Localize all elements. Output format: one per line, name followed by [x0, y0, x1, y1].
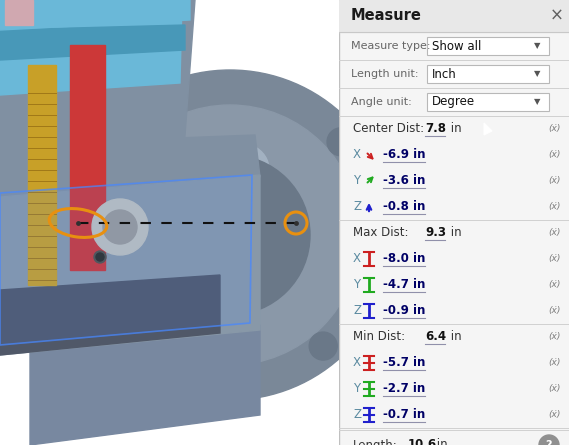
- Bar: [5, 0, 33, 25]
- Text: in: in: [447, 227, 461, 239]
- Text: ▼: ▼: [534, 97, 540, 106]
- Polygon shape: [30, 325, 260, 445]
- Text: Show all: Show all: [432, 40, 481, 53]
- Text: -0.8 in: -0.8 in: [383, 201, 426, 214]
- Text: 7.8: 7.8: [425, 122, 446, 135]
- Text: (ẋ): (ẋ): [548, 410, 560, 420]
- Bar: [339, 0, 569, 32]
- Text: Z: Z: [353, 409, 361, 421]
- Text: Y: Y: [353, 174, 360, 187]
- Text: -0.9 in: -0.9 in: [383, 304, 426, 317]
- Text: (ẋ): (ẋ): [548, 384, 560, 393]
- Text: (ẋ): (ẋ): [548, 359, 560, 368]
- Circle shape: [94, 251, 106, 263]
- Text: in: in: [447, 122, 461, 135]
- Text: (ẋ): (ẋ): [548, 202, 560, 211]
- Text: ▼: ▼: [534, 41, 540, 50]
- Text: X: X: [353, 252, 361, 266]
- Bar: [70, 45, 105, 270]
- Circle shape: [150, 155, 310, 315]
- Text: (ẋ): (ẋ): [548, 125, 560, 134]
- Text: (ẋ): (ẋ): [548, 307, 560, 316]
- Circle shape: [65, 70, 395, 400]
- Text: -4.7 in: -4.7 in: [383, 279, 426, 291]
- Text: 10.6: 10.6: [408, 438, 437, 445]
- Text: (ẋ): (ẋ): [548, 228, 560, 238]
- Text: Center Dist:: Center Dist:: [353, 122, 424, 135]
- Polygon shape: [125, 135, 260, 185]
- Circle shape: [100, 105, 360, 365]
- Text: Y: Y: [353, 383, 360, 396]
- Text: (ẋ): (ẋ): [548, 177, 560, 186]
- Polygon shape: [0, 175, 252, 345]
- Circle shape: [309, 332, 337, 360]
- Circle shape: [123, 110, 151, 138]
- Text: Length unit:: Length unit:: [351, 69, 419, 79]
- FancyBboxPatch shape: [427, 65, 549, 83]
- Polygon shape: [0, 0, 195, 285]
- Text: ?: ?: [546, 440, 552, 445]
- Polygon shape: [484, 123, 492, 135]
- FancyBboxPatch shape: [427, 37, 549, 55]
- Text: 6.4: 6.4: [425, 331, 446, 344]
- Polygon shape: [0, 0, 190, 30]
- Text: -6.9 in: -6.9 in: [383, 149, 426, 162]
- Text: Measure type:: Measure type:: [351, 41, 431, 51]
- Text: -3.6 in: -3.6 in: [383, 174, 426, 187]
- Circle shape: [103, 210, 137, 244]
- Text: Y: Y: [353, 279, 360, 291]
- Text: (ẋ): (ẋ): [548, 280, 560, 290]
- Text: in: in: [433, 438, 448, 445]
- Text: ▼: ▼: [534, 69, 540, 78]
- Text: -5.7 in: -5.7 in: [383, 356, 426, 369]
- Text: Inch: Inch: [432, 68, 457, 81]
- Text: -0.7 in: -0.7 in: [383, 409, 425, 421]
- Text: Z: Z: [353, 201, 361, 214]
- Text: X: X: [353, 356, 361, 369]
- Text: Max Dist:: Max Dist:: [353, 227, 409, 239]
- Circle shape: [105, 314, 133, 342]
- Circle shape: [92, 199, 148, 255]
- Text: Length:: Length:: [353, 438, 398, 445]
- Polygon shape: [0, 25, 185, 60]
- Text: -2.7 in: -2.7 in: [383, 383, 425, 396]
- Text: ×: ×: [550, 7, 564, 25]
- Bar: [28, 65, 56, 285]
- Text: Z: Z: [353, 304, 361, 317]
- Text: (ẋ): (ẋ): [548, 332, 560, 341]
- Text: Degree: Degree: [432, 96, 475, 109]
- FancyBboxPatch shape: [427, 93, 549, 111]
- Text: X: X: [353, 149, 361, 162]
- Text: (ẋ): (ẋ): [548, 255, 560, 263]
- Polygon shape: [0, 175, 260, 355]
- Text: Measure: Measure: [351, 8, 422, 24]
- Polygon shape: [0, 275, 220, 355]
- Text: 9.3: 9.3: [425, 227, 446, 239]
- Polygon shape: [0, 0, 182, 95]
- Text: (ẋ): (ẋ): [548, 150, 560, 159]
- Text: -8.0 in: -8.0 in: [383, 252, 426, 266]
- Text: Min Dist:: Min Dist:: [353, 331, 405, 344]
- Circle shape: [96, 253, 104, 261]
- Circle shape: [327, 128, 355, 156]
- Text: in: in: [447, 331, 461, 344]
- Text: Angle unit:: Angle unit:: [351, 97, 412, 107]
- Circle shape: [539, 435, 559, 445]
